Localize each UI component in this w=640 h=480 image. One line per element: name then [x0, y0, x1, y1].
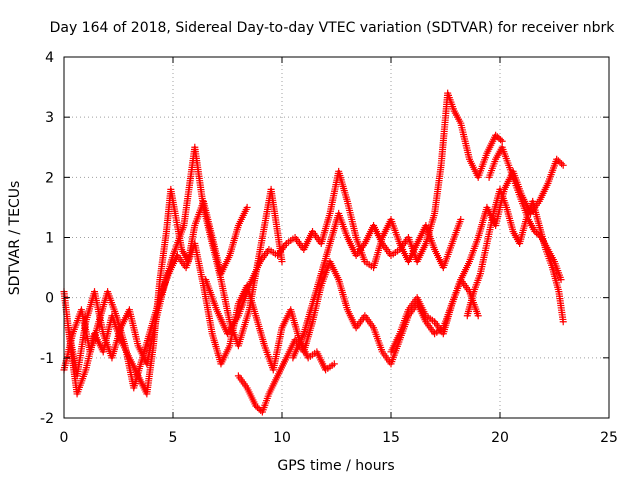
data-point — [498, 137, 506, 145]
data-point-interp — [533, 229, 541, 237]
data-point-interp — [558, 160, 566, 168]
series-track-1 — [60, 185, 251, 398]
data-point — [474, 312, 482, 320]
data-point — [457, 215, 465, 223]
data-point-interp — [534, 230, 542, 238]
x-tick-label: 5 — [169, 430, 178, 446]
x-tick-label: 0 — [60, 430, 69, 446]
x-axis-label: GPS time / hours — [277, 458, 394, 474]
data-point — [278, 258, 286, 266]
y-tick-label: 3 — [45, 110, 54, 126]
series-track-5 — [202, 167, 465, 338]
data-point-interp — [495, 134, 503, 142]
x-tick-label: 15 — [382, 430, 400, 446]
data-points — [60, 89, 567, 416]
data-point — [559, 318, 567, 326]
axis-ticks: 0 5 10 15 20 25 -2 -1 0 1 2 3 4 — [40, 50, 618, 446]
series-track-6 — [289, 89, 506, 362]
data-point — [330, 360, 338, 368]
y-tick-label: 4 — [45, 50, 54, 66]
data-point — [559, 161, 567, 169]
series-track-9 — [485, 143, 565, 284]
x-tick-label: 20 — [491, 430, 509, 446]
chart-title: Day 164 of 2018, Sidereal Day-to-day VTE… — [50, 20, 616, 36]
data-point — [243, 203, 251, 211]
data-point-interp — [554, 157, 562, 165]
y-tick-label: 1 — [45, 231, 54, 247]
x-tick-label: 25 — [600, 430, 618, 446]
data-point-interp — [493, 133, 501, 141]
series-track-3 — [60, 240, 338, 392]
series-track-4 — [234, 258, 482, 416]
data-point — [492, 131, 500, 139]
data-point-interp — [255, 405, 263, 413]
y-tick-label: -2 — [40, 411, 54, 427]
y-tick-label: 2 — [45, 170, 54, 186]
data-point — [557, 276, 565, 284]
data-point — [553, 155, 561, 163]
y-axis-label: SDTVAR / TECUs — [7, 181, 23, 296]
y-tick-label: -1 — [40, 351, 54, 367]
y-tick-label: 0 — [45, 291, 54, 307]
data-point — [252, 402, 260, 410]
data-point-interp — [556, 158, 564, 166]
data-point — [531, 227, 539, 235]
data-point-interp — [253, 403, 261, 411]
data-point-interp — [497, 136, 505, 144]
data-point-interp — [536, 232, 544, 240]
x-tick-label: 10 — [273, 430, 291, 446]
